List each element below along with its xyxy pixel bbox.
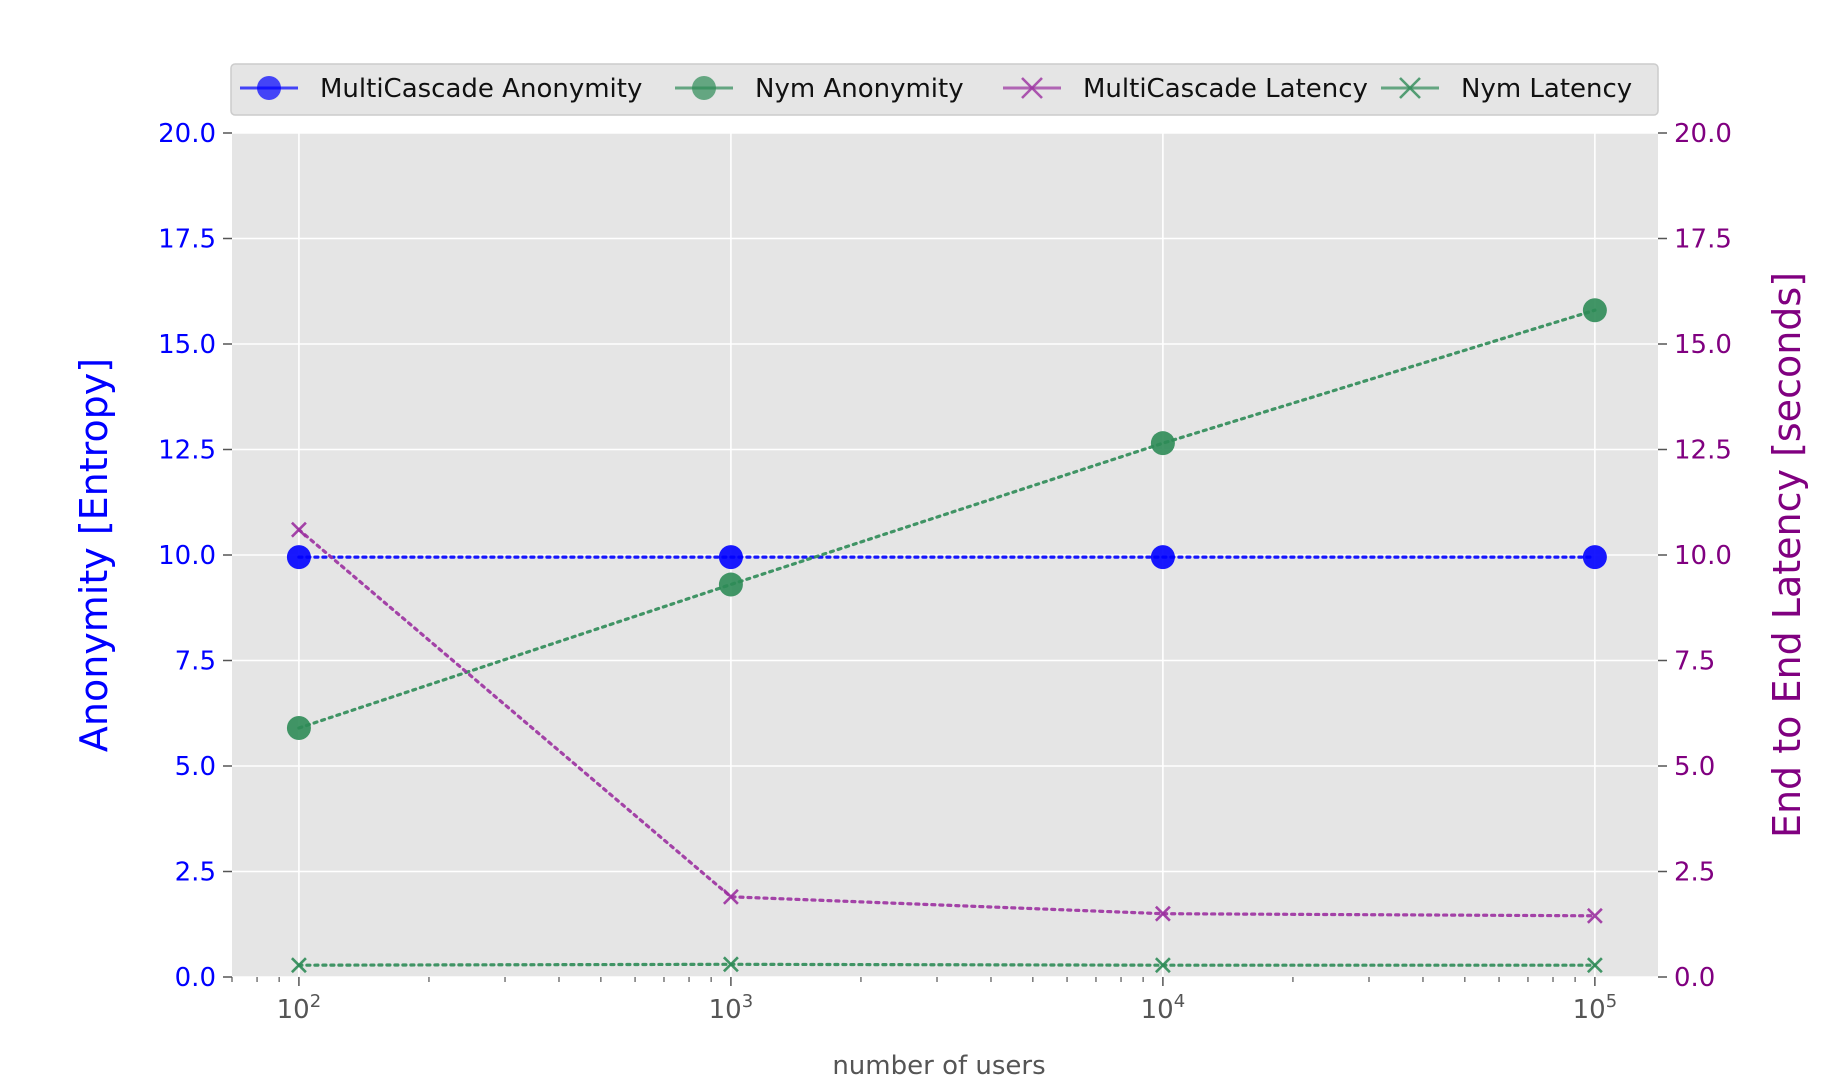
data-point — [1150, 431, 1175, 456]
data-point — [722, 888, 739, 905]
y-tick-label-right: 17.5 — [1674, 225, 1732, 255]
x-axis: 102 103 104 105 — [231, 977, 1618, 1025]
y-tick-label-right: 5.0 — [1674, 752, 1715, 782]
x-axis-label: number of users — [832, 1051, 1045, 1081]
y-tick-label-left: 7.5 — [175, 647, 216, 677]
x-tick-label: 105 — [1573, 991, 1618, 1025]
y-axis-right: 0.0 2.5 5.0 7.5 10.0 12.5 15.0 17.5 20.0 — [1658, 119, 1732, 993]
data-point — [1582, 545, 1607, 570]
legend-marker — [692, 76, 716, 100]
data-point — [290, 521, 307, 538]
y-tick-label-right: 7.5 — [1674, 647, 1715, 677]
series-layer — [286, 298, 1607, 974]
legend-label: Nym Latency — [1461, 74, 1632, 104]
series-line — [297, 528, 1597, 918]
y-tick-label-right: 2.5 — [1674, 858, 1715, 888]
y-tick-label-left: 0.0 — [175, 963, 216, 993]
series-multicascade-latency — [290, 521, 1603, 924]
data-point — [722, 956, 739, 973]
y-tick-label-right: 10.0 — [1674, 541, 1732, 571]
y-tick-label-left: 17.5 — [158, 225, 216, 255]
data-point — [718, 545, 743, 570]
data-point — [1154, 905, 1171, 922]
y-axis-right-label: End to End Latency [seconds] — [1765, 272, 1809, 838]
legend-box — [230, 63, 1659, 116]
data-point — [1586, 907, 1603, 924]
legend-label: MultiCascade Anonymity — [320, 74, 642, 104]
y-tick-label-right: 20.0 — [1674, 119, 1732, 149]
data-point — [1582, 298, 1607, 323]
legend-label: MultiCascade Latency — [1083, 74, 1368, 104]
y-tick-label-left: 2.5 — [175, 858, 216, 888]
x-tick-label: 104 — [1141, 991, 1186, 1025]
legend-marker — [1021, 77, 1043, 99]
series-nym-latency — [290, 956, 1603, 974]
y-tick-label-left: 10.0 — [158, 541, 216, 571]
series-nym-anonymity — [286, 298, 1607, 741]
legend-item: MultiCascade Anonymity — [240, 74, 642, 104]
data-point — [286, 545, 311, 570]
legend: MultiCascade Anonymity Nym Anonymity Multi… — [230, 63, 1659, 116]
series-multicascade-anonymity — [286, 545, 1607, 570]
x-tick-label: 102 — [277, 991, 322, 1025]
legend-marker — [1399, 77, 1421, 99]
data-point — [286, 716, 311, 741]
data-point — [718, 572, 743, 597]
y-tick-label-left: 15.0 — [158, 330, 216, 360]
data-point — [1154, 957, 1171, 974]
series-line — [297, 308, 1597, 730]
legend-label: Nym Anonymity — [755, 74, 964, 104]
y-axis-left-label: Anonymity [Entropy] — [72, 358, 116, 752]
data-point — [1586, 957, 1603, 974]
data-point — [1150, 545, 1175, 570]
y-tick-label-right: 0.0 — [1674, 963, 1715, 993]
legend-marker — [257, 76, 281, 100]
series-line — [297, 962, 1597, 967]
y-tick-label-right: 15.0 — [1674, 330, 1732, 360]
data-point — [290, 957, 307, 974]
x-tick-label: 103 — [709, 991, 754, 1025]
y-axis-left: 0.0 2.5 5.0 7.5 10.0 12.5 15.0 17.5 20.0 — [158, 119, 232, 993]
y-tick-label-right: 12.5 — [1674, 436, 1732, 466]
y-tick-label-left: 5.0 — [175, 752, 216, 782]
legend-item: MultiCascade Latency — [1003, 74, 1368, 104]
y-tick-label-left: 12.5 — [158, 436, 216, 466]
y-tick-label-left: 20.0 — [158, 119, 216, 149]
legend-item: Nym Latency — [1381, 74, 1632, 104]
legend-item: Nym Anonymity — [675, 74, 964, 104]
